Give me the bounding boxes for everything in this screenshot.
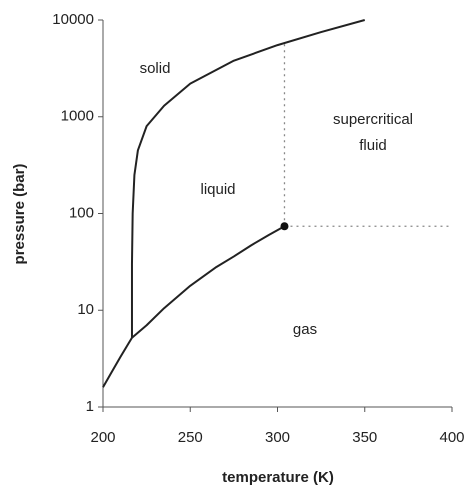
x-tick-label: 200 xyxy=(90,429,115,446)
region-label: solid xyxy=(140,60,171,77)
x-tick-label: 400 xyxy=(439,429,464,446)
x-axis-title: temperature (K) xyxy=(222,469,334,486)
x-tick-label: 350 xyxy=(352,429,377,446)
x-tick-label: 300 xyxy=(265,429,290,446)
x-tick-label: 250 xyxy=(178,429,203,446)
region-label: liquid xyxy=(200,181,235,198)
phase-boundary xyxy=(102,225,285,388)
y-tick-label: 10000 xyxy=(52,11,94,28)
y-tick-label: 100 xyxy=(69,204,94,221)
phase-boundary xyxy=(130,19,366,338)
critical-point xyxy=(280,222,289,231)
region-label: gas xyxy=(293,321,317,338)
y-axis-title: pressure (bar) xyxy=(11,164,28,265)
region-label: supercritical xyxy=(333,111,413,128)
region-label: fluid xyxy=(359,137,387,154)
y-tick-label: 1 xyxy=(86,398,94,415)
y-tick-label: 1000 xyxy=(61,108,94,125)
y-tick-label: 10 xyxy=(77,301,94,318)
